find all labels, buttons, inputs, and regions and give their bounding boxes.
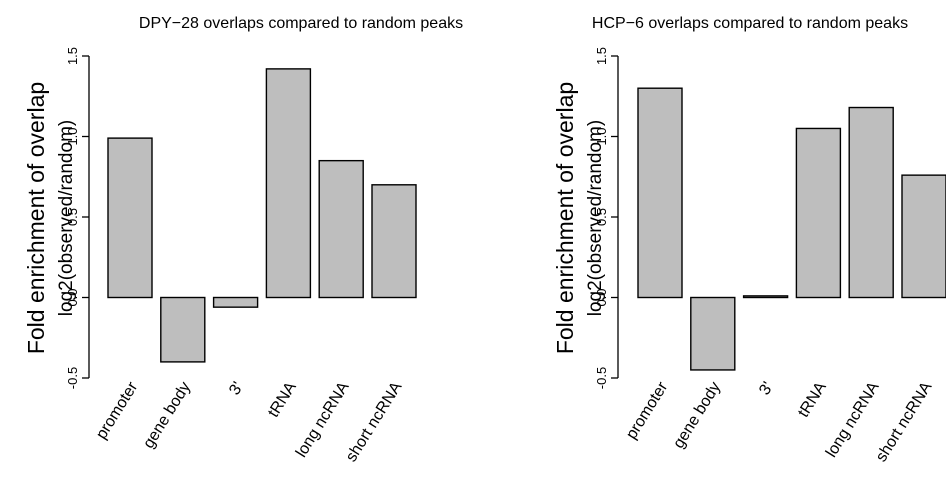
y-tick-label: 0.0 [594, 288, 609, 306]
x-tick-label: short ncRNA [343, 379, 406, 465]
x-tick-label: long ncRNA [823, 379, 883, 461]
y-tick-label: 1.5 [65, 47, 80, 65]
y-tick-label: 1.0 [594, 127, 609, 145]
x-tick-label: tRNA [265, 379, 300, 421]
chart-panel-1: DPY−28 overlaps compared to random peaks… [23, 15, 463, 465]
y-tick-label: -0.5 [594, 367, 609, 389]
y-tick-label: 1.5 [594, 47, 609, 65]
bar-long-ncrna [318, 159, 364, 299]
bar-gene-body [690, 296, 736, 371]
x-tick-label: gene body [140, 379, 194, 451]
bar-trna [265, 68, 312, 299]
chart-title: DPY−28 overlaps compared to random peaks [139, 15, 463, 32]
y-axis-label: Fold enrichment of overlap [23, 82, 49, 354]
y-tick-label: -0.5 [65, 367, 80, 389]
x-tick-label: tRNA [795, 379, 830, 421]
x-tick-label: 3' [226, 379, 247, 398]
bar-trna [795, 127, 842, 299]
bar-3- [742, 295, 789, 299]
bar-gene-body [160, 296, 206, 363]
chart-panel-2: HCP−6 overlaps compared to random peaks F… [552, 15, 946, 465]
bar-long-ncrna [848, 106, 894, 299]
y-tick-label: 1.0 [65, 127, 80, 145]
x-tick-label: short ncRNA [873, 379, 936, 465]
y-axis-sublabel: log2(observed/random) [585, 120, 606, 316]
y-tick-label: 0.5 [594, 208, 609, 226]
y-axis-label: Fold enrichment of overlap [552, 82, 578, 354]
x-tick-label: gene body [670, 379, 724, 451]
bar-promoter [637, 87, 683, 299]
x-tick-label: promoter [623, 379, 672, 443]
bar-short-ncrna [371, 184, 417, 299]
bar-3- [212, 296, 259, 308]
chart-title: HCP−6 overlaps compared to random peaks [592, 15, 908, 32]
y-tick-label: 0.0 [65, 288, 80, 306]
x-tick-label: promoter [93, 379, 142, 443]
y-axis-sublabel: log2(observed/random) [56, 120, 77, 316]
bar-short-ncrna [901, 174, 946, 299]
x-tick-label: 3' [756, 379, 777, 398]
y-tick-label: 0.5 [65, 208, 80, 226]
bar-promoter [107, 137, 153, 299]
x-tick-label: long ncRNA [293, 379, 353, 461]
